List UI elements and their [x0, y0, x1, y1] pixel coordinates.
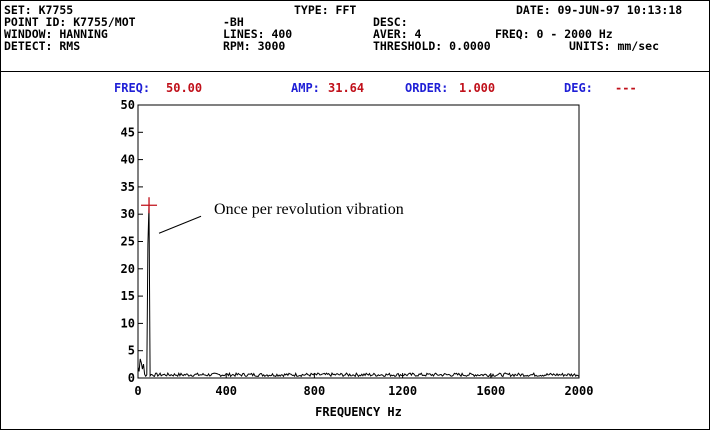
cursor-marker[interactable]: [141, 197, 158, 214]
y-tick-label: 20: [121, 262, 135, 276]
y-axis: 0 5 10 15 20 25 30 35 40 45 50: [121, 98, 143, 385]
annotation-text: Once per revolution vibration: [214, 201, 404, 218]
x-tick-label: 1600: [476, 384, 505, 398]
point-suffix-label: -BH: [223, 15, 244, 29]
y-tick-label: 0: [128, 371, 135, 385]
x-tick-label: 2000: [565, 384, 594, 398]
x-axis: 0 400 800 1200 1600 2000: [134, 373, 593, 398]
x-axis-label: FREQUENCY Hz: [315, 405, 402, 419]
x-tick-label: 400: [215, 384, 237, 398]
y-tick-label: 45: [121, 125, 135, 139]
annotation-leader-line: [158, 215, 202, 234]
detect-label: DETECT: RMS: [4, 39, 81, 53]
cursor-deg-value: ---: [615, 81, 637, 95]
date-label: DATE: 09-JUN-97 10:13:18: [516, 3, 683, 17]
freq-range-label: FREQ: 0 - 2000 Hz: [495, 27, 613, 41]
window-label: WINDOW: HANNING: [4, 27, 108, 41]
cursor-order-label: ORDER:: [405, 81, 449, 95]
x-tick-label: 1200: [388, 384, 417, 398]
spectrum-trace: [137, 205, 580, 378]
cursor-freq-value: 50.00: [166, 81, 203, 95]
y-tick-label: 15: [121, 289, 135, 303]
x-tick-label: 0: [134, 384, 141, 398]
cursor-amp-label: AMP:: [291, 81, 320, 95]
y-tick-label: 10: [121, 316, 135, 330]
cursor-amp-value: 31.64: [328, 81, 365, 95]
set-label: SET: K7755: [4, 3, 74, 17]
cursor-order-value: 1.000: [459, 81, 496, 95]
rpm-label: RPM: 3000: [223, 39, 286, 53]
point-id-label: POINT ID: K7755/MOT: [4, 15, 136, 29]
desc-label: DESC:: [373, 15, 408, 29]
lines-label: LINES: 400: [223, 27, 293, 41]
y-tick-label: 5: [128, 344, 135, 358]
y-tick-label: 35: [121, 180, 135, 194]
plot-area: [137, 104, 580, 379]
units-label: UNITS: mm/sec: [569, 39, 660, 53]
header-divider: [1, 71, 709, 72]
aver-label: AVER: 4: [373, 27, 422, 41]
cursor-freq-label: FREQ:: [114, 81, 151, 95]
y-tick-label: 25: [121, 235, 135, 249]
y-tick-label: 40: [121, 153, 135, 167]
cursor-deg-label: DEG:: [564, 81, 593, 95]
x-tick-label: 800: [304, 384, 326, 398]
type-label: TYPE: FFT: [294, 3, 357, 17]
y-tick-label: 50: [121, 98, 135, 112]
threshold-label: THRESHOLD: 0.0000: [373, 39, 491, 53]
y-tick-label: 30: [121, 207, 135, 221]
